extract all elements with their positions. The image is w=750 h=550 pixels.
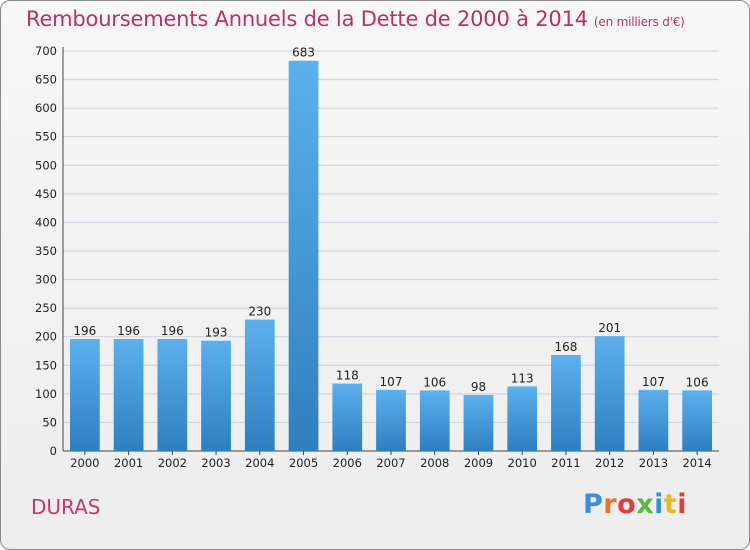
- data-label: 107: [642, 375, 665, 389]
- y-tick-label: 150: [35, 358, 57, 372]
- data-label: 106: [423, 375, 446, 389]
- x-tick-label: 2001: [114, 456, 143, 470]
- x-tick-label: 2012: [595, 456, 624, 470]
- bar: [288, 60, 319, 451]
- bar: [594, 336, 625, 451]
- bar: [157, 339, 188, 451]
- data-label: 683: [292, 46, 315, 60]
- logo-letter: i: [677, 489, 688, 520]
- bar: [638, 389, 669, 451]
- bar: [507, 386, 538, 451]
- x-tick-label: 2000: [70, 456, 99, 470]
- data-label: 196: [117, 324, 140, 338]
- bar: [201, 340, 231, 451]
- data-label: 98: [471, 380, 486, 394]
- y-tick-label: 0: [50, 444, 57, 458]
- x-tick-label: 2007: [376, 456, 405, 470]
- x-tick-label: 2011: [551, 456, 580, 470]
- y-tick-label: 400: [35, 215, 57, 229]
- y-tick-label: 350: [35, 244, 57, 258]
- bar: [551, 355, 581, 451]
- x-tick-label: 2006: [333, 456, 362, 470]
- y-tick-label: 300: [35, 273, 57, 287]
- y-tick-label: 250: [35, 301, 57, 315]
- logo-letter: x: [636, 489, 655, 520]
- bar: [332, 383, 363, 451]
- y-tick-label: 50: [42, 415, 57, 429]
- bar: [376, 389, 406, 451]
- data-label: 196: [161, 324, 184, 338]
- data-label: 201: [598, 321, 621, 335]
- bar: [682, 390, 713, 451]
- y-tick-label: 650: [35, 73, 57, 87]
- x-tick-label: 2008: [420, 456, 449, 470]
- bar: [113, 339, 144, 451]
- data-label: 118: [336, 369, 359, 383]
- logo-letter: r: [603, 489, 618, 520]
- data-label: 193: [205, 326, 228, 340]
- logo-letter: i: [654, 489, 664, 520]
- bar: [69, 339, 100, 451]
- bar: [463, 395, 494, 451]
- bar: [244, 319, 275, 451]
- chart-title: Remboursements Annuels de la Dette de 20…: [26, 7, 685, 31]
- x-tick-label: 2014: [682, 456, 711, 470]
- x-tick-label: 2003: [201, 456, 230, 470]
- data-label: 106: [686, 375, 709, 389]
- data-label: 230: [248, 305, 271, 319]
- y-tick-label: 100: [35, 387, 57, 401]
- logo-letter: t: [663, 489, 678, 520]
- x-tick-label: 2009: [464, 456, 493, 470]
- proxiti-logo: Proxiti: [583, 489, 687, 520]
- y-tick-label: 450: [35, 187, 57, 201]
- data-label: 168: [554, 340, 577, 354]
- data-label: 107: [380, 375, 403, 389]
- logo-letter: o: [617, 489, 637, 520]
- unit-note: (en milliers d'€): [593, 15, 685, 29]
- y-tick-label: 600: [35, 101, 57, 115]
- x-tick-label: 2005: [289, 456, 318, 470]
- bar: [419, 390, 450, 451]
- x-tick-label: 2004: [245, 456, 274, 470]
- x-tick-label: 2002: [158, 456, 187, 470]
- chart-title-text: Remboursements Annuels de la Dette de 20…: [26, 7, 588, 31]
- y-tick-label: 200: [35, 330, 57, 344]
- y-tick-label: 550: [35, 130, 57, 144]
- data-label: 196: [73, 324, 96, 338]
- y-tick-label: 500: [35, 158, 57, 172]
- x-tick-label: 2010: [508, 456, 537, 470]
- commune-name: DURAS: [31, 495, 101, 519]
- x-tick-label: 2013: [639, 456, 668, 470]
- logo-letter: P: [583, 489, 604, 520]
- y-tick-label: 700: [35, 44, 57, 58]
- data-label: 113: [511, 371, 534, 385]
